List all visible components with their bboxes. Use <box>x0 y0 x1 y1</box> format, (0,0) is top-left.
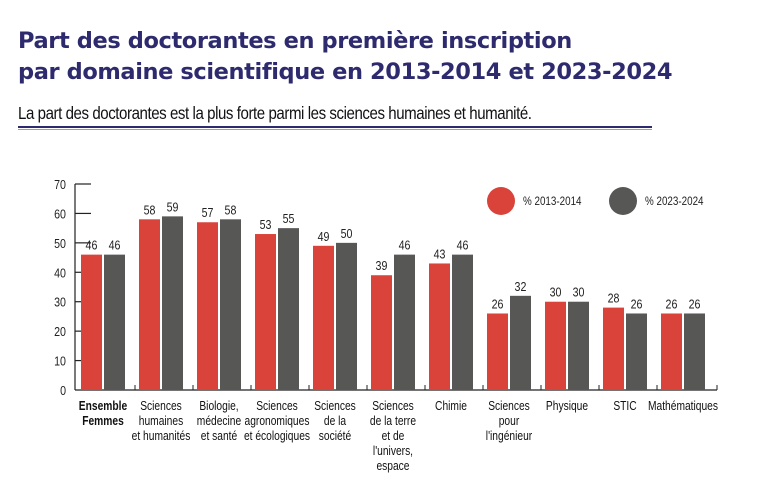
y-tick-label: 70 <box>54 177 66 192</box>
bar-2023-2024 <box>684 313 705 390</box>
x-category-label: pour <box>499 415 520 428</box>
bar-2023-2024 <box>626 313 647 390</box>
x-category-label: STIC <box>613 400 636 413</box>
bar-2013-2014 <box>487 313 508 390</box>
chart-subtitle-wrap: La part des doctorantes est la plus fort… <box>18 103 615 124</box>
subtitle-underline <box>18 126 652 128</box>
bar-2023-2024 <box>568 301 589 390</box>
subtitle-underline-secondary <box>18 129 652 130</box>
bar-2023-2024 <box>394 254 415 390</box>
x-category-label: l'ingénieur <box>486 430 533 443</box>
bar-2013-2014 <box>197 222 218 390</box>
chart-title-line-1: Part des doctorantes en première inscrip… <box>18 28 572 54</box>
x-category-label: Chimie <box>435 400 467 413</box>
bar-2013-2014 <box>545 301 566 390</box>
y-tick-label: 0 <box>60 383 66 398</box>
x-category-label: de la terre <box>370 415 416 428</box>
x-category-label: Sciences <box>314 400 356 413</box>
bar-value-label: 32 <box>515 279 527 294</box>
bar-value-label: 58 <box>225 202 237 217</box>
chart-subtitle: La part des doctorantes est la plus fort… <box>18 103 532 123</box>
y-tick-label: 30 <box>54 295 66 310</box>
x-category-label: humaines <box>139 415 184 428</box>
bar-value-label: 49 <box>318 229 330 244</box>
bar-value-label: 26 <box>666 296 678 311</box>
x-category-label: l'univers, <box>373 445 413 458</box>
bar-value-label: 26 <box>689 296 701 311</box>
bar-2013-2014 <box>81 254 102 390</box>
x-category-label: Sciences <box>140 400 182 413</box>
bar-2013-2014 <box>371 275 392 390</box>
bar-2013-2014 <box>313 245 334 390</box>
x-category-label: Mathématiques <box>648 400 718 413</box>
x-category-label: Sciences <box>256 400 298 413</box>
x-category-label: Sciences <box>372 400 414 413</box>
x-category-label: et de <box>382 430 405 443</box>
bar-value-label: 57 <box>202 205 214 220</box>
bar-value-label: 59 <box>167 199 179 214</box>
bar-value-label: 30 <box>573 285 585 300</box>
bar-value-label: 50 <box>341 226 353 241</box>
bar-value-label: 58 <box>144 202 156 217</box>
bar-value-label: 46 <box>109 238 121 253</box>
bar-2023-2024 <box>220 219 241 390</box>
bar-2023-2024 <box>278 228 299 390</box>
y-tick-label: 50 <box>54 236 66 251</box>
y-tick-label: 10 <box>54 354 66 369</box>
bar-2013-2014 <box>661 313 682 390</box>
bar-2013-2014 <box>139 219 160 390</box>
bar-2023-2024 <box>104 254 125 390</box>
bar-value-label: 28 <box>608 291 620 306</box>
x-category-label: Femmes <box>82 415 124 428</box>
x-category-label: agronomiques <box>245 415 310 428</box>
x-category-label: et humanités <box>132 430 191 443</box>
bar-2013-2014 <box>603 307 624 390</box>
bar-2013-2014 <box>429 263 450 390</box>
bar-value-label: 39 <box>376 258 388 273</box>
legend-swatch-2023-2024 <box>609 187 637 215</box>
y-tick-label: 40 <box>54 265 66 280</box>
x-category-label: Sciences <box>488 400 530 413</box>
x-category-label: société <box>319 430 351 443</box>
bar-value-label: 53 <box>260 217 272 232</box>
bar-2023-2024 <box>510 295 531 390</box>
bar-value-label: 46 <box>399 238 411 253</box>
x-category-label: et écologiques <box>244 430 310 443</box>
bar-value-label: 26 <box>631 296 643 311</box>
x-category-label: Biologie, <box>199 400 238 413</box>
bar-value-label: 46 <box>86 238 98 253</box>
bar-2023-2024 <box>336 242 357 390</box>
bar-2023-2024 <box>452 254 473 390</box>
legend-label: % 2013-2014 <box>523 195 582 208</box>
x-category-label: Physique <box>546 400 588 413</box>
legend-swatch-2013-2014 <box>487 187 515 215</box>
y-tick-label: 60 <box>54 206 66 221</box>
x-category-label: médecine <box>197 415 241 428</box>
bar-2013-2014 <box>255 234 276 390</box>
chart-title-line-2: par domaine scientifique en 2013-2014 et… <box>18 59 673 85</box>
bar-value-label: 55 <box>283 211 295 226</box>
bar-value-label: 43 <box>434 246 446 261</box>
y-tick-label: 20 <box>54 324 66 339</box>
bar-value-label: 30 <box>550 285 562 300</box>
bar-value-label: 26 <box>492 296 504 311</box>
x-category-label: Ensemble <box>79 400 127 413</box>
bar-value-label: 46 <box>457 238 469 253</box>
bar-2023-2024 <box>162 216 183 390</box>
x-category-label: espace <box>376 460 409 473</box>
x-category-label: de la <box>324 415 347 428</box>
chart-title: Part des doctorantes en première inscrip… <box>18 26 673 88</box>
legend-label: % 2023-2024 <box>645 195 704 208</box>
x-category-label: et santé <box>201 430 237 443</box>
